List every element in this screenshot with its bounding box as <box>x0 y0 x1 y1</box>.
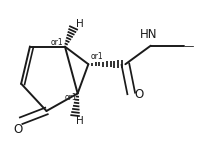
Text: HN: HN <box>140 29 157 41</box>
Text: or1: or1 <box>91 52 103 61</box>
Text: or1: or1 <box>51 38 63 47</box>
Text: or1: or1 <box>64 93 77 102</box>
Text: H: H <box>76 19 83 29</box>
Text: O: O <box>134 88 144 101</box>
Text: O: O <box>14 123 23 136</box>
Text: H: H <box>76 116 83 126</box>
Text: —: — <box>184 41 194 51</box>
